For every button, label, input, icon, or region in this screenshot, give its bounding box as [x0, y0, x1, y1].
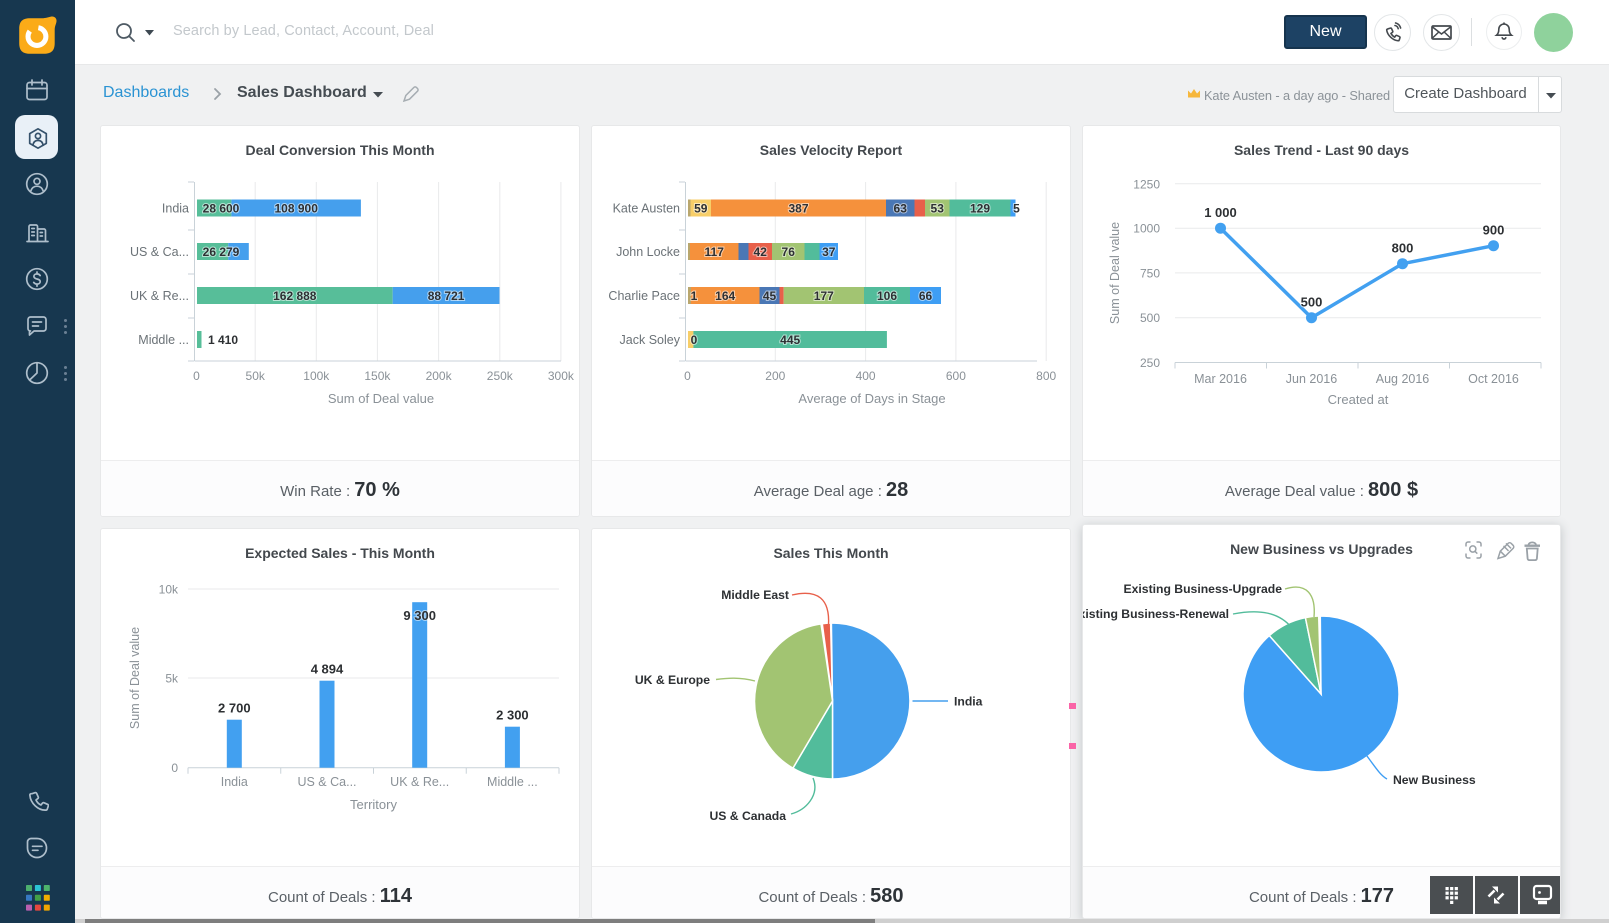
svg-text:Jun 2016: Jun 2016: [1286, 372, 1337, 386]
svg-text:4 894: 4 894: [311, 662, 344, 677]
svg-text:Middle ...: Middle ...: [138, 333, 189, 347]
svg-text:100k: 100k: [303, 369, 330, 383]
svg-text:250: 250: [1140, 356, 1160, 370]
svg-text:0: 0: [684, 369, 691, 383]
svg-text:1000: 1000: [1133, 222, 1160, 236]
svg-text:129: 129: [970, 202, 990, 216]
svg-text:387: 387: [788, 202, 808, 216]
svg-text:UK & Re...: UK & Re...: [130, 289, 189, 303]
svg-text:0: 0: [171, 761, 178, 775]
svg-text:Sum of Deal value: Sum of Deal value: [128, 627, 142, 729]
svg-text:250k: 250k: [487, 369, 514, 383]
svg-text:New Business: New Business: [1393, 773, 1476, 787]
svg-text:177: 177: [814, 289, 834, 303]
svg-text:400: 400: [856, 369, 876, 383]
svg-text:445: 445: [780, 333, 800, 347]
svg-text:5k: 5k: [165, 672, 179, 686]
svg-text:0: 0: [193, 369, 200, 383]
svg-text:106: 106: [877, 289, 897, 303]
svg-text:10k: 10k: [159, 583, 179, 597]
svg-text:2 300: 2 300: [496, 708, 529, 723]
svg-text:Aug 2016: Aug 2016: [1376, 372, 1430, 386]
svg-text:0: 0: [691, 333, 698, 347]
svg-text:164: 164: [715, 289, 735, 303]
svg-text:9 300: 9 300: [403, 608, 436, 623]
svg-text:Jack Soley: Jack Soley: [620, 333, 681, 347]
svg-text:1: 1: [691, 289, 698, 303]
svg-text:2 700: 2 700: [218, 701, 251, 716]
svg-text:45: 45: [763, 289, 777, 303]
svg-text:Kate Austen: Kate Austen: [613, 202, 680, 216]
svg-text:1 000: 1 000: [1204, 205, 1237, 220]
svg-text:Existing Business-Upgrade: Existing Business-Upgrade: [1124, 582, 1283, 596]
svg-text:28 600: 28 600: [203, 202, 240, 216]
svg-text:US & Ca...: US & Ca...: [297, 775, 356, 789]
svg-text:Average of Days in Stage: Average of Days in Stage: [798, 391, 945, 406]
svg-text:63: 63: [894, 202, 908, 216]
svg-text:John Locke: John Locke: [616, 245, 680, 259]
svg-text:Territory: Territory: [350, 797, 397, 812]
svg-text:53: 53: [931, 202, 945, 216]
svg-text:300k: 300k: [548, 369, 575, 383]
svg-text:750: 750: [1140, 266, 1160, 280]
svg-text:India: India: [162, 202, 189, 216]
svg-text:India: India: [221, 775, 248, 789]
svg-text:5: 5: [1013, 202, 1020, 216]
svg-text:162 888: 162 888: [273, 289, 317, 303]
svg-text:600: 600: [946, 369, 966, 383]
svg-text:500: 500: [1140, 311, 1160, 325]
svg-text:800: 800: [1036, 369, 1056, 383]
svg-text:76: 76: [782, 245, 796, 259]
svg-text:Existing Business-Renewal: Existing Business-Renewal: [1083, 607, 1229, 621]
svg-text:US & Ca...: US & Ca...: [130, 245, 189, 259]
svg-text:88 721: 88 721: [428, 289, 465, 303]
svg-text:37: 37: [822, 245, 836, 259]
svg-text:Created at: Created at: [1328, 392, 1389, 407]
svg-text:200: 200: [765, 369, 785, 383]
svg-text:200k: 200k: [426, 369, 453, 383]
svg-text:Oct 2016: Oct 2016: [1468, 372, 1519, 386]
svg-text:Sum of Deal value: Sum of Deal value: [1108, 222, 1122, 324]
svg-text:Middle East: Middle East: [721, 588, 789, 602]
svg-text:1250: 1250: [1133, 177, 1160, 191]
svg-text:UK & Re...: UK & Re...: [390, 775, 449, 789]
svg-text:66: 66: [919, 289, 933, 303]
svg-text:26 279: 26 279: [203, 245, 240, 259]
svg-text:500: 500: [1301, 295, 1323, 310]
svg-text:Sum of Deal value: Sum of Deal value: [328, 391, 434, 406]
svg-text:US & Canada: US & Canada: [709, 809, 786, 823]
svg-text:900: 900: [1483, 223, 1505, 238]
svg-text:Charlie Pace: Charlie Pace: [608, 289, 680, 303]
svg-text:50k: 50k: [246, 369, 266, 383]
svg-text:Mar 2016: Mar 2016: [1194, 372, 1247, 386]
svg-text:117: 117: [705, 245, 725, 259]
svg-text:42: 42: [754, 245, 768, 259]
svg-text:150k: 150k: [364, 369, 391, 383]
svg-text:108 900: 108 900: [275, 202, 319, 216]
svg-text:1 410: 1 410: [208, 333, 238, 347]
svg-text:India: India: [954, 695, 983, 709]
svg-text:800: 800: [1392, 241, 1414, 256]
svg-text:UK & Europe: UK & Europe: [635, 673, 710, 687]
svg-text:59: 59: [694, 202, 708, 216]
svg-text:Middle ...: Middle ...: [487, 775, 538, 789]
